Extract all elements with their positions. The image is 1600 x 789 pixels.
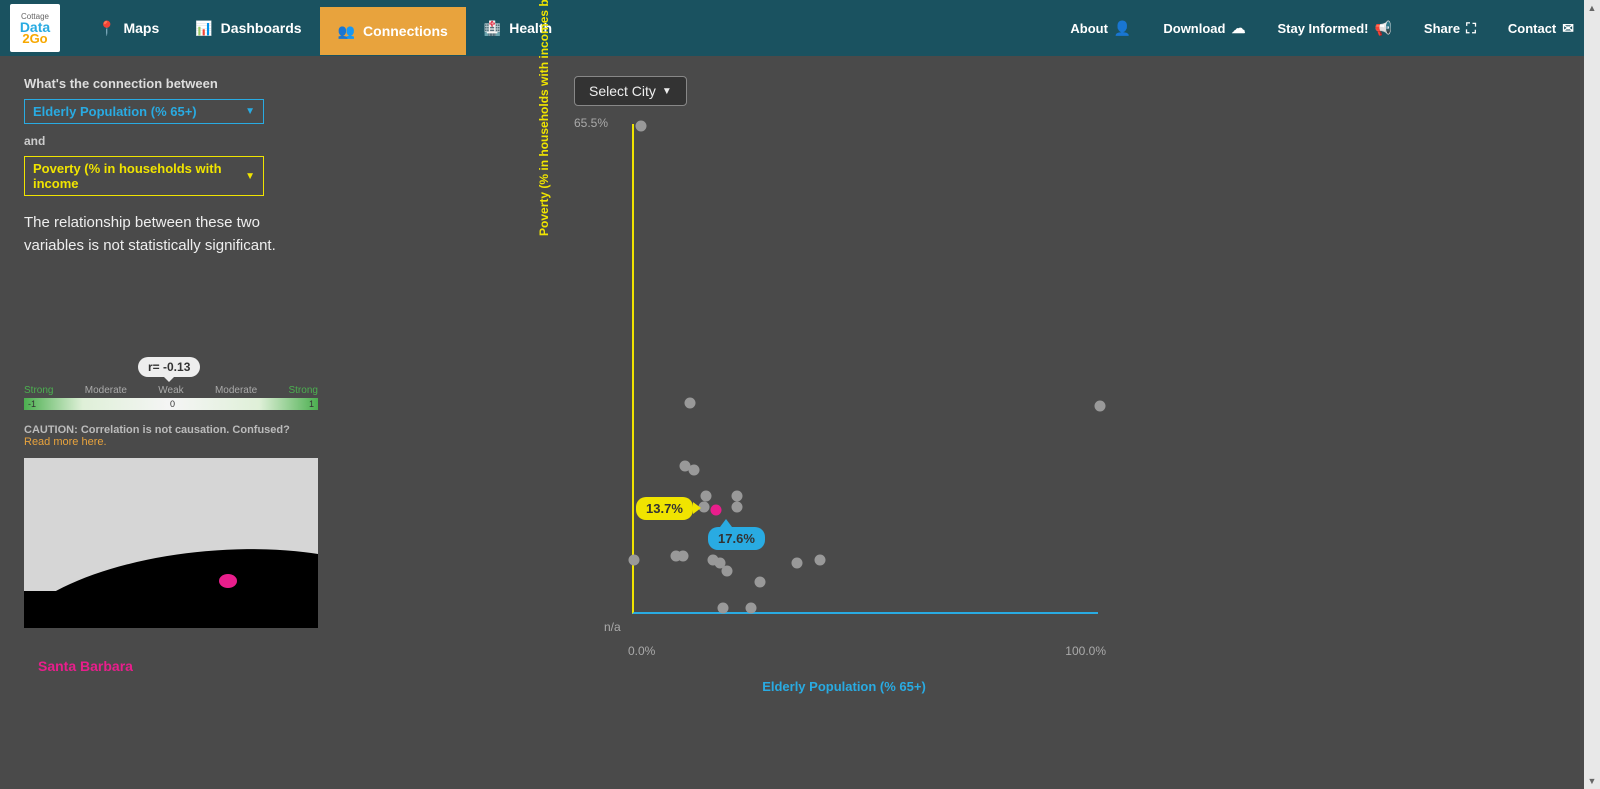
correlation-block: r= -0.13 Strong Moderate Weak Moderate S…: [24, 357, 344, 448]
callout-x-value: 17.6%: [708, 527, 765, 550]
dropdown-icon: ▼: [245, 171, 255, 182]
y-axis-min: n/a: [604, 620, 621, 634]
scatter-point[interactable]: [754, 577, 765, 588]
nav-label: Share: [1424, 21, 1460, 36]
nav-health[interactable]: 🏥Health: [466, 0, 570, 56]
y-axis-label: Poverty (% in households with incomes be…: [537, 0, 551, 236]
relationship-text: The relationship between these two varia…: [24, 212, 314, 257]
scatter-point[interactable]: [1095, 401, 1106, 412]
map-thumbnail[interactable]: [24, 458, 318, 628]
caution-bold: CAUTION: Correlation is not causation. C…: [24, 424, 290, 436]
nav-about[interactable]: About 👤: [1054, 0, 1147, 56]
selected-city-label: Santa Barbara: [38, 658, 344, 674]
vertical-scrollbar[interactable]: ▲ ▼: [1584, 0, 1600, 789]
nav-label: About: [1070, 21, 1108, 36]
nav-icon: 📊: [195, 20, 212, 37]
variable-2-selector[interactable]: Poverty (% in households with income ▼: [24, 156, 264, 196]
variable-2-label: Poverty (% in households with income: [33, 161, 245, 191]
scatter-point[interactable]: [629, 554, 640, 565]
r-value-badge: r= -0.13: [138, 357, 200, 377]
nav-icon: ✉: [1562, 20, 1574, 37]
scroll-down-arrow[interactable]: ▼: [1584, 773, 1600, 789]
scatter-point[interactable]: [731, 502, 742, 513]
corr-scale-max: 1: [309, 399, 314, 409]
nav-right-group: About 👤 Download ☁ Stay Informed! 📢 Share ⛶ Cont…: [1054, 0, 1590, 56]
dropdown-icon: ▼: [245, 106, 255, 117]
nav-label: Contact: [1508, 21, 1556, 36]
top-navigation: Cottage Data 2Go 📍 Maps 📊 Dashboards 👥 Connec…: [0, 0, 1600, 56]
scatter-point[interactable]: [731, 491, 742, 502]
nav-share[interactable]: Share ⛶: [1408, 0, 1492, 56]
left-panel: What's the connection between Elderly Po…: [24, 76, 344, 674]
scatter-point[interactable]: [688, 464, 699, 475]
nav-contact[interactable]: Contact ✉: [1492, 0, 1590, 56]
map-highlight-dot: [219, 574, 237, 588]
x-axis-label: Elderly Population (% 65+): [762, 679, 926, 694]
scatter-point[interactable]: [684, 397, 695, 408]
scatter-point[interactable]: [701, 491, 712, 502]
scatter-point[interactable]: [635, 120, 646, 131]
callout-y-value: 13.7%: [636, 497, 693, 520]
nav-left-group: 📍 Maps 📊 Dashboards 👥 Connections 🏥Health: [80, 0, 570, 56]
nav-label: Download: [1163, 21, 1225, 36]
x-axis-min: 0.0%: [628, 644, 655, 658]
nav-icon: 👥: [338, 23, 355, 40]
scatter-plot: 65.5% n/a 0.0% 100.0% Poverty (% in hous…: [574, 116, 1114, 656]
scatter-point[interactable]: [815, 554, 826, 565]
select-city-label: Select City: [589, 83, 656, 99]
nav-label: Stay Informed!: [1277, 21, 1368, 36]
nav-icon: 📢: [1374, 20, 1391, 37]
app-logo[interactable]: Cottage Data 2Go: [10, 4, 60, 52]
nav-maps[interactable]: 📍 Maps: [80, 0, 177, 56]
corr-label-weak: Weak: [158, 385, 183, 396]
nav-connections[interactable]: 👥 Connections: [320, 7, 466, 55]
chart-area: Select City ▼ 65.5% n/a 0.0% 100.0% Pove…: [574, 76, 1114, 674]
corr-scale-mid: 0: [170, 399, 175, 409]
nav-label: Maps: [123, 20, 159, 36]
and-label: and: [24, 134, 344, 148]
corr-label-mod-pos: Moderate: [215, 385, 257, 396]
nav-icon: ☁: [1231, 20, 1245, 37]
nav-icon: 🏥: [484, 20, 501, 37]
nav-icon: 👤: [1114, 20, 1131, 37]
nav-label: Dashboards: [221, 20, 302, 36]
correlation-labels: Strong Moderate Weak Moderate Strong: [24, 385, 318, 396]
logo-line3: 2Go: [22, 33, 47, 45]
plot-area: 13.7% 17.6%: [632, 124, 1098, 614]
map-land-shape: [24, 458, 318, 591]
scatter-point[interactable]: [717, 603, 728, 614]
corr-label-strong-pos: Strong: [288, 385, 317, 396]
nav-label: Connections: [363, 23, 448, 39]
nav-dashboards[interactable]: 📊 Dashboards: [177, 0, 319, 56]
corr-scale-min: -1: [28, 399, 36, 409]
corr-label-mod-neg: Moderate: [85, 385, 127, 396]
y-axis-max: 65.5%: [574, 116, 608, 130]
main-content: What's the connection between Elderly Po…: [0, 56, 1600, 674]
nav-stayinformed[interactable]: Stay Informed! 📢: [1261, 0, 1407, 56]
read-more-link[interactable]: Read more here.: [24, 436, 107, 448]
scatter-point[interactable]: [722, 565, 733, 576]
scatter-point-highlighted[interactable]: [711, 504, 722, 515]
select-city-dropdown[interactable]: Select City ▼: [574, 76, 687, 106]
nav-download[interactable]: Download ☁: [1147, 0, 1261, 56]
x-axis-max: 100.0%: [1065, 644, 1106, 658]
scatter-point[interactable]: [677, 550, 688, 561]
variable-1-label: Elderly Population (% 65+): [33, 104, 197, 119]
correlation-bar: -1 0 1: [24, 398, 318, 410]
nav-icon: ⛶: [1466, 20, 1476, 37]
scroll-up-arrow[interactable]: ▲: [1584, 0, 1600, 16]
corr-label-strong-neg: Strong: [24, 385, 53, 396]
chevron-down-icon: ▼: [662, 86, 672, 97]
nav-icon: 📍: [98, 20, 115, 37]
scatter-point[interactable]: [745, 603, 756, 614]
caution-text: CAUTION: Correlation is not causation. C…: [24, 424, 318, 448]
connection-prompt: What's the connection between: [24, 76, 344, 91]
variable-1-selector[interactable]: Elderly Population (% 65+) ▼: [24, 99, 264, 124]
scatter-point[interactable]: [792, 558, 803, 569]
